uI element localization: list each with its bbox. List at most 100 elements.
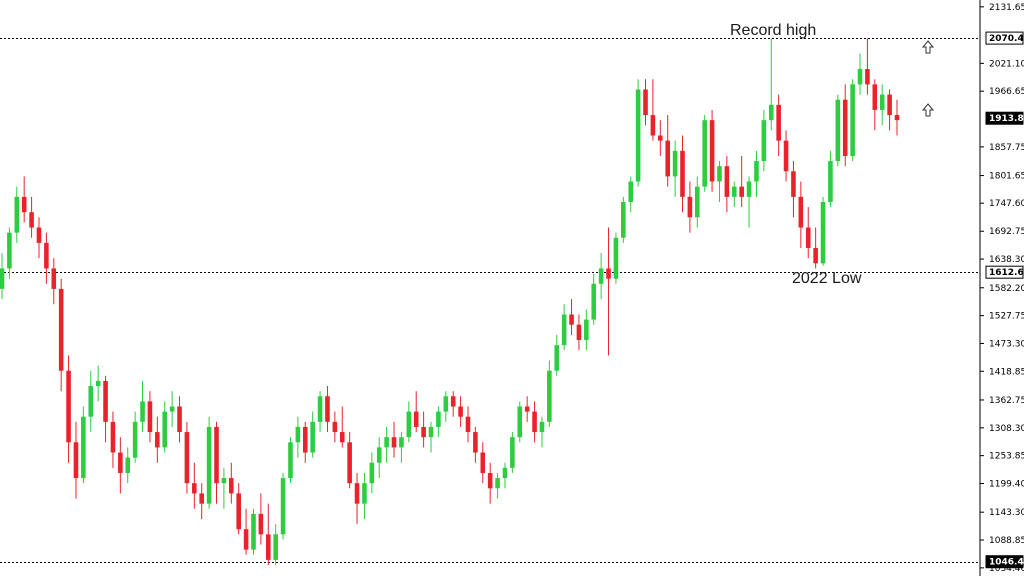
candle xyxy=(768,38,774,131)
candle xyxy=(680,135,685,213)
candle xyxy=(206,416,212,509)
candle-body xyxy=(192,483,197,494)
candle-body xyxy=(805,227,811,248)
candle xyxy=(828,150,833,208)
candle-body xyxy=(872,84,878,110)
up-arrow-icon xyxy=(921,40,935,54)
candle-body xyxy=(791,171,796,197)
candle-body xyxy=(206,426,212,504)
candle-body xyxy=(81,416,86,479)
candle xyxy=(865,38,870,95)
candle-body xyxy=(702,120,707,187)
candle-body xyxy=(118,452,123,473)
low-2022-label: 2022 Low xyxy=(792,270,862,287)
candle xyxy=(332,411,338,443)
candle-body xyxy=(731,186,737,197)
candle-body xyxy=(510,437,515,468)
candle-body xyxy=(694,186,700,218)
candle xyxy=(450,391,456,417)
candle-body xyxy=(325,396,330,422)
candle xyxy=(643,79,648,126)
candle-body xyxy=(717,166,722,182)
candle-body xyxy=(894,115,900,121)
candle-body xyxy=(384,437,389,448)
candle xyxy=(473,426,478,463)
candle-body xyxy=(169,406,175,412)
candle xyxy=(805,207,811,259)
candle-body xyxy=(576,324,582,341)
price-box-label: 2070.49 xyxy=(989,34,1024,44)
candle-body xyxy=(650,115,656,136)
y-tick-label: 1747.60 xyxy=(989,199,1024,209)
y-tick-label: 1034.40 xyxy=(989,564,1024,574)
candle-body xyxy=(288,442,293,479)
candle xyxy=(214,421,219,504)
candle-body xyxy=(465,416,471,433)
candle-body xyxy=(428,426,434,438)
price-box: 1913.80 xyxy=(985,111,1024,125)
candle xyxy=(273,524,278,565)
candle-body xyxy=(532,411,537,433)
candle-body xyxy=(339,432,345,443)
y-tick-label: 1527.75 xyxy=(989,312,1024,322)
candle-body xyxy=(761,120,767,162)
candle xyxy=(658,120,663,156)
candle-body xyxy=(502,467,508,479)
candle xyxy=(495,472,500,499)
candle xyxy=(635,79,641,187)
candle xyxy=(14,186,20,243)
candle xyxy=(354,472,360,525)
candle-body xyxy=(569,314,574,325)
candle xyxy=(665,115,670,187)
candle xyxy=(561,304,567,351)
candle-body xyxy=(635,89,641,182)
candle-body xyxy=(295,426,301,443)
candle-body xyxy=(739,186,744,197)
candle-body xyxy=(487,472,493,489)
candle xyxy=(709,109,715,192)
price-box-bg xyxy=(985,265,1024,279)
price-box: 2070.49 xyxy=(985,31,1024,45)
candle xyxy=(872,79,878,131)
candle xyxy=(7,227,12,279)
candle xyxy=(739,155,744,208)
candle-body xyxy=(391,437,397,448)
candle-body xyxy=(598,268,604,284)
candle-body xyxy=(236,493,241,530)
candle xyxy=(36,217,42,259)
candle-body xyxy=(162,411,168,448)
candle xyxy=(443,391,449,422)
candle xyxy=(813,227,818,269)
candle-body xyxy=(850,84,855,156)
candle-body xyxy=(73,442,79,479)
candle xyxy=(140,380,145,433)
candle xyxy=(717,161,722,202)
candle xyxy=(783,130,789,182)
candle-body xyxy=(243,529,249,550)
candle xyxy=(628,176,634,213)
y-tick-label: 1088.85 xyxy=(989,536,1024,546)
candle-body xyxy=(29,212,34,228)
candle-body xyxy=(473,432,478,453)
candle xyxy=(524,396,530,422)
y-tick-label: 1418.85 xyxy=(989,367,1024,377)
candle-body xyxy=(132,421,138,458)
candle xyxy=(73,421,79,499)
candle-body xyxy=(665,140,670,177)
candle xyxy=(650,79,656,141)
candle xyxy=(428,421,434,453)
candle xyxy=(125,447,131,484)
y-tick-label: 1362.75 xyxy=(989,396,1024,406)
candle xyxy=(887,89,892,131)
candle xyxy=(547,360,552,427)
candle-body xyxy=(125,457,131,473)
candle xyxy=(539,416,545,448)
candle-body xyxy=(258,513,264,535)
candle xyxy=(295,416,301,458)
candle-body xyxy=(229,478,234,494)
y-tick-label: 1801.65 xyxy=(989,172,1024,182)
candle xyxy=(598,253,604,300)
candle xyxy=(310,411,315,458)
candle-body xyxy=(273,534,278,560)
